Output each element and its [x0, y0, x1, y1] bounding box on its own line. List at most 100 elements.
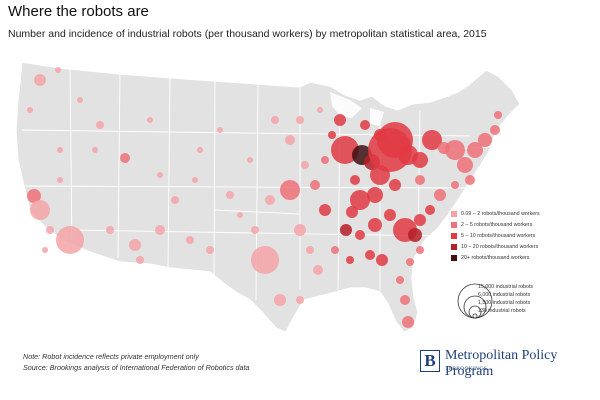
metro-bubble — [57, 147, 63, 153]
metro-bubble — [412, 152, 428, 168]
metro-bubble — [197, 147, 203, 153]
metro-bubble — [355, 230, 365, 240]
metro-bubble — [340, 224, 352, 236]
metro-bubble — [251, 246, 279, 274]
metro-bubble — [365, 250, 375, 260]
metro-bubble — [310, 180, 320, 190]
metro-bubble — [106, 226, 114, 234]
metro-bubble — [157, 172, 163, 178]
metro-bubbles — [27, 67, 502, 328]
metro-bubble — [400, 295, 410, 305]
legend-label: 5 – 10 robots/thousand workers — [461, 233, 536, 239]
metro-bubble — [360, 120, 370, 130]
metro-bubble — [331, 136, 359, 164]
metro-bubble — [408, 228, 422, 242]
metro-bubble — [389, 179, 401, 191]
metro-bubble — [416, 246, 424, 254]
metro-bubble — [96, 121, 104, 129]
source-text: Source: Brookings analysis of Internatio… — [23, 363, 250, 372]
metro-bubble — [271, 116, 279, 124]
metro-bubble — [120, 153, 130, 163]
metro-bubble — [414, 214, 426, 226]
size-legend-label-15000: 15,000 industrial robots — [478, 284, 534, 290]
legend-swatch — [451, 211, 457, 217]
metro-bubble — [77, 97, 83, 103]
size-legend-circle-130 — [472, 313, 478, 319]
metro-bubble — [136, 256, 144, 264]
map-subtitle: Number and incidence of industrial robot… — [8, 28, 487, 40]
metro-bubble — [374, 129, 386, 141]
metro-bubble — [237, 212, 243, 218]
metro-bubble — [467, 142, 483, 158]
metro-bubble — [319, 204, 331, 216]
program-name: Metropolitan Policy Program — [445, 348, 558, 379]
metro-bubble — [129, 239, 141, 251]
metro-bubble — [490, 125, 500, 135]
metro-bubble — [56, 226, 84, 254]
metro-bubble — [478, 133, 492, 147]
legend-class-2: 5 – 10 robots/thousand workers — [451, 233, 535, 239]
legend-swatch — [451, 222, 457, 228]
metro-bubble — [402, 316, 414, 328]
metro-bubble — [42, 247, 48, 253]
metro-bubble — [406, 258, 414, 266]
metro-bubble — [301, 161, 309, 169]
metro-bubble — [331, 246, 339, 254]
metro-bubble — [445, 140, 465, 160]
metro-bubble — [376, 254, 388, 266]
metro-bubble — [465, 175, 475, 185]
metro-bubble — [92, 147, 98, 153]
metro-bubble — [384, 209, 396, 221]
metro-bubble — [415, 175, 425, 185]
legend-swatch — [451, 255, 457, 261]
metro-bubble — [350, 175, 360, 185]
metro-bubble — [34, 74, 46, 86]
metro-bubble — [346, 206, 358, 218]
metro-bubble — [321, 156, 329, 164]
metro-bubble — [296, 116, 304, 124]
note-text: Note: Robot incidence reflects private e… — [23, 352, 199, 361]
legend-label: 2 – 5 robots/thousand workers — [461, 222, 533, 228]
metro-bubble — [328, 131, 336, 139]
legend-label: 20+ robots/thousand workers — [461, 255, 530, 261]
metro-bubble — [306, 246, 314, 254]
metro-bubble — [317, 107, 323, 113]
metro-bubble — [251, 226, 259, 234]
metro-bubble — [206, 246, 214, 254]
metro-bubble — [396, 276, 404, 284]
metro-bubble — [494, 111, 502, 119]
legend-class-0: 0.09 – 2 robots/thousand workers — [451, 211, 540, 217]
metro-bubble — [346, 256, 354, 264]
metro-bubble — [247, 157, 253, 163]
brookings-logo: B — [420, 350, 440, 372]
legend-class-1: 2 – 5 robots/thousand workers — [451, 222, 532, 228]
metro-bubble — [192, 177, 198, 183]
metro-bubble — [265, 195, 275, 205]
metro-bubble — [57, 177, 63, 183]
org-name: at BROOKINGS — [446, 366, 488, 372]
metro-bubble — [285, 135, 295, 145]
legend-label: 0.09 – 2 robots/thousand workers — [461, 211, 540, 217]
metro-bubble — [155, 225, 165, 235]
metro-bubble — [274, 294, 286, 306]
metro-bubble — [147, 117, 153, 123]
metro-bubble — [313, 265, 323, 275]
legend-class-3: 10 – 20 robots/thousand workers — [451, 244, 538, 250]
metro-bubble — [350, 190, 370, 210]
metro-bubble — [27, 189, 41, 203]
metro-bubble — [280, 180, 300, 200]
size-legend-label-130: 130 industrial robots — [478, 308, 526, 314]
metro-bubble — [422, 130, 442, 150]
great-lakes-area — [330, 92, 384, 126]
metro-bubble — [434, 189, 446, 201]
size-legend-label-1500: 1,500 industrial robots — [478, 300, 531, 306]
metro-bubble — [217, 127, 223, 133]
metro-bubble — [171, 196, 179, 204]
metro-bubble — [457, 157, 473, 173]
metro-bubble — [368, 218, 382, 232]
map-title: Where the robots are — [8, 3, 149, 20]
legend-swatch — [451, 233, 457, 239]
metro-bubble — [451, 181, 459, 189]
metro-bubble — [46, 226, 54, 234]
